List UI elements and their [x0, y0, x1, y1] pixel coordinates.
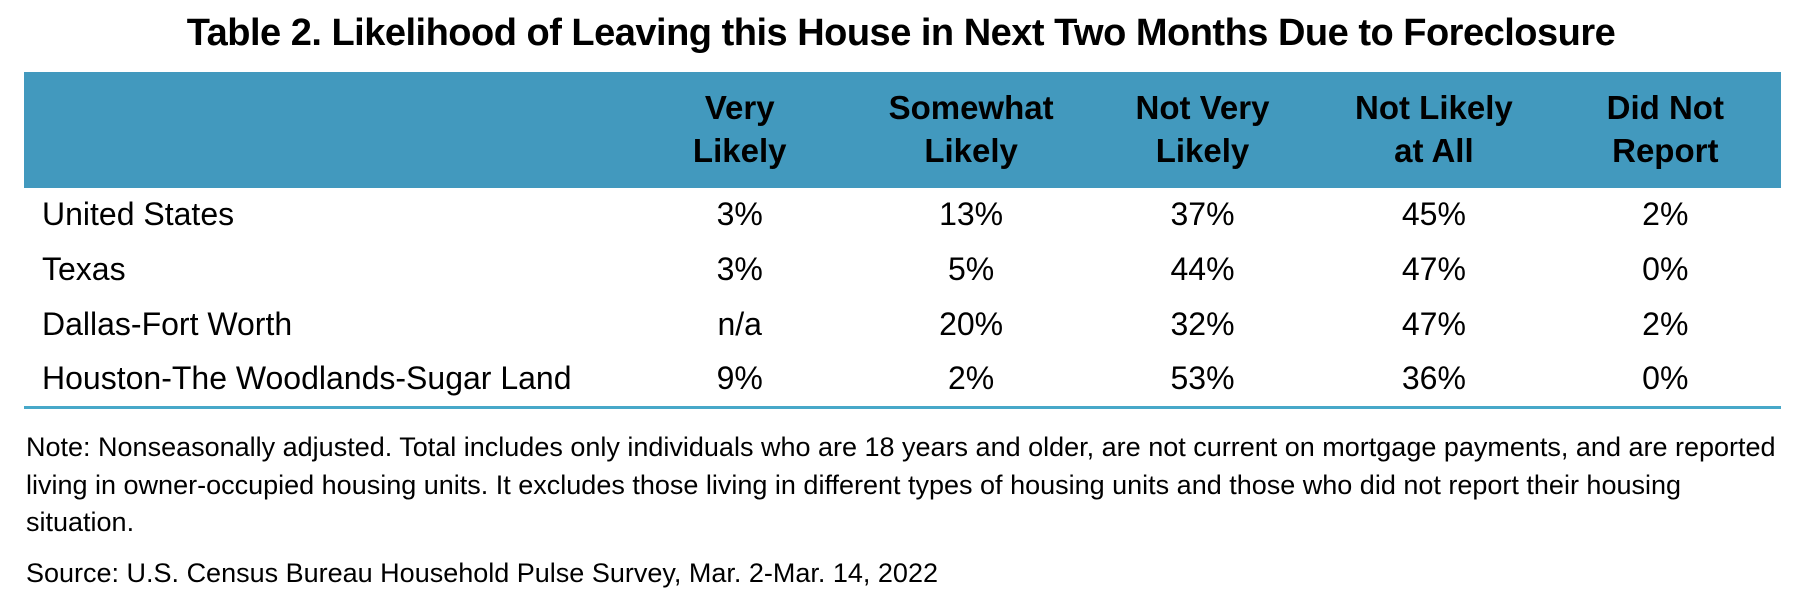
header-cell-not-likely-at-all: Not Likely at All [1318, 72, 1549, 188]
row-label: Houston-The Woodlands-Sugar Land [42, 360, 572, 397]
row-label: Dallas-Fort Worth [42, 305, 293, 342]
cell-value: 45% [1401, 196, 1466, 233]
data-table: Very Likely Somewhat Likely Not Very Lik… [24, 71, 1781, 410]
cell-value: 36% [1401, 360, 1466, 397]
cell-value: 47% [1401, 251, 1466, 288]
header-line: Very [704, 89, 775, 127]
cell-value: n/a [717, 305, 762, 342]
header-cell-somewhat-likely: Somewhat Likely [855, 72, 1086, 188]
header-cell-did-not-report: Did Not Report [1550, 72, 1781, 188]
header-line: Likely [692, 131, 787, 169]
cell-value: 13% [939, 196, 1004, 233]
table-title: Table 2. Likelihood of Leaving this Hous… [186, 12, 1616, 54]
cell-value: 3% [716, 196, 763, 233]
source-text: Source: U.S. Census Bureau Household Pul… [26, 558, 938, 588]
table-row-texas: Texas 3% 5% 44% 47% 0% [24, 242, 1781, 297]
header-line: Likely [924, 131, 1018, 169]
header-line: Not Likely [1355, 89, 1513, 127]
header-line: Report [1612, 131, 1719, 169]
header-cell-empty [24, 72, 624, 188]
cell-value: 20% [939, 305, 1004, 342]
row-label: Texas [42, 251, 126, 288]
cell-value: 2% [947, 360, 995, 397]
header-cell-very-likely: Very Likely [624, 72, 855, 188]
table-header-row: Very Likely Somewhat Likely Not Very Lik… [24, 71, 1781, 188]
row-label: United States [42, 196, 235, 233]
table-row-houston: Houston-The Woodlands-Sugar Land 9% 2% 5… [24, 352, 1781, 407]
cell-value: 3% [716, 251, 763, 288]
table-figure: Table 2. Likelihood of Leaving this Hous… [0, 10, 1802, 597]
table-row-united-states: United States 3% 13% 37% 45% 2% [24, 188, 1781, 243]
cell-value: 32% [1170, 305, 1235, 342]
cell-value: 5% [947, 251, 995, 288]
cell-value: 2% [1642, 196, 1689, 233]
note-text: Note: Nonseasonally adjusted. Total incl… [26, 432, 1776, 537]
cell-value: 0% [1642, 251, 1689, 288]
cell-value: 2% [1642, 305, 1689, 342]
header-line: Did Not [1606, 89, 1724, 127]
table-row-dallas-fort-worth: Dallas-Fort Worth n/a 20% 32% 47% 2% [24, 297, 1781, 352]
header-cell-not-very-likely: Not Very Likely [1087, 72, 1318, 188]
cell-value: 37% [1170, 196, 1235, 233]
cell-value: 44% [1170, 251, 1235, 288]
cell-value: 0% [1642, 360, 1689, 397]
cell-value: 53% [1170, 360, 1235, 397]
header-line: Not Very [1135, 89, 1270, 127]
header-line: Likely [1155, 131, 1250, 169]
header-line: Somewhat [888, 89, 1054, 127]
header-line: at All [1394, 131, 1474, 169]
cell-value: 9% [716, 360, 763, 397]
cell-value: 47% [1401, 305, 1466, 342]
